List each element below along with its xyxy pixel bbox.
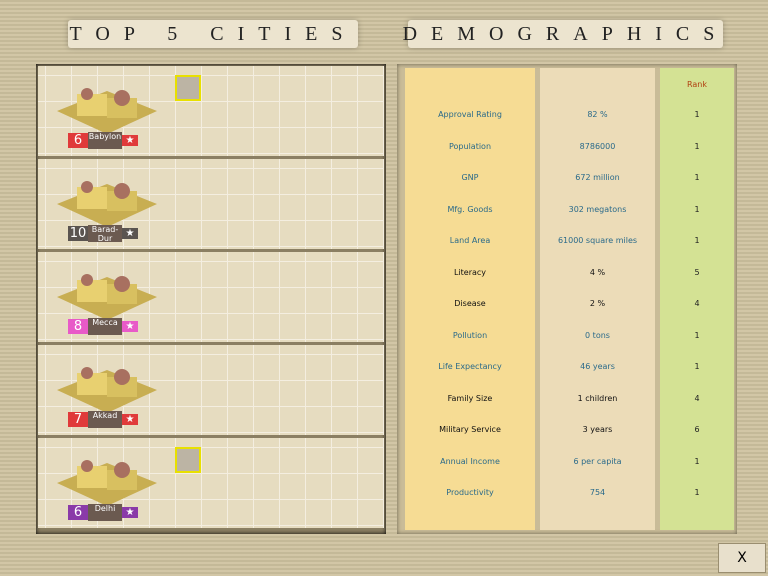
demographics-title: DEMOGRAPHICS [403, 20, 723, 48]
demographic-value: 82 % [587, 110, 608, 119]
city-image [57, 88, 157, 134]
rank-column [660, 68, 734, 530]
city-name: Akkad [88, 411, 122, 428]
demographic-row: Pollution 0 tons 1 [397, 331, 737, 345]
capital-star-icon: ★ [122, 228, 138, 239]
demographic-rank: 1 [694, 236, 700, 245]
city-image [57, 460, 157, 506]
capital-star-icon: ★ [122, 321, 138, 332]
demographics-panel: Rank Approval Rating 82 % 1 Population 87… [397, 64, 737, 534]
demographic-label: Disease [454, 299, 486, 308]
demographic-row: Productivity 754 1 [397, 488, 737, 502]
city-row[interactable]: 6 Babylon ★ [38, 66, 384, 156]
city-row[interactable]: 7 Akkad ★ [38, 345, 384, 435]
demographic-value: 1 children [577, 393, 618, 403]
demographic-row: Population 8786000 1 [397, 142, 737, 156]
demographic-rank: 5 [694, 267, 700, 277]
city-name: Mecca [88, 318, 122, 335]
demographic-label: Mfg. Goods [447, 204, 493, 214]
top-cities-title: TOP 5 CITIES [68, 20, 358, 48]
value-column [540, 68, 655, 530]
building-icon[interactable] [175, 447, 201, 473]
city-row[interactable]: 6 Delhi ★ [38, 438, 384, 528]
city-size: 7 [68, 412, 88, 427]
capital-star-icon: ★ [122, 507, 138, 518]
demographic-value: 754 [589, 488, 606, 497]
demographic-value: 0 tons [585, 330, 610, 340]
demographic-rank: 1 [694, 173, 700, 182]
capital-star-icon: ★ [122, 135, 138, 146]
city-size: 6 [68, 133, 88, 148]
demographic-value: 8786000 [579, 141, 616, 151]
demographic-label: Family Size [447, 393, 493, 403]
demographic-rank: 1 [694, 204, 700, 214]
building-icon[interactable] [175, 75, 201, 101]
city-row[interactable]: 8 Mecca ★ [38, 252, 384, 342]
city-size: 10 [68, 226, 88, 241]
demographic-label: Land Area [449, 236, 491, 245]
demographic-rank: 1 [694, 141, 700, 151]
demographic-label: Annual Income [440, 456, 500, 466]
demographic-label: GNP [461, 173, 479, 182]
demographic-value: 3 years [582, 425, 613, 434]
city-name: Babylon [88, 132, 122, 149]
demographic-row: Disease 2 % 4 [397, 299, 737, 313]
demographic-row: Land Area 61000 square miles 1 [397, 236, 737, 250]
demographic-rank: 1 [694, 110, 700, 119]
demographic-label: Military Service [439, 425, 501, 434]
demographic-label: Productivity [446, 488, 494, 497]
demographic-value: 302 megatons [568, 204, 627, 214]
city-name: Delhi [88, 504, 122, 521]
demographic-row: Literacy 4 % 5 [397, 268, 737, 282]
demographic-value: 4 % [589, 267, 606, 277]
demographic-rank: 4 [694, 299, 700, 308]
demographic-value: 2 % [589, 299, 606, 308]
demographic-value: 672 million [575, 173, 620, 182]
city-name: Barad-Dur [88, 225, 122, 243]
demographic-rank: 1 [694, 330, 700, 340]
demographic-value: 61000 square miles [557, 236, 638, 245]
demographic-rank: 6 [694, 425, 700, 434]
demographic-row: Mfg. Goods 302 megatons 1 [397, 205, 737, 219]
city-nameplate: 8 Mecca ★ [68, 318, 138, 335]
capital-star-icon: ★ [122, 414, 138, 425]
demographic-value: 46 years [580, 362, 615, 371]
city-nameplate: 10 Barad-Dur ★ [68, 225, 138, 243]
close-button[interactable]: X [718, 543, 766, 573]
demographic-label: Pollution [452, 330, 488, 340]
demographic-label: Literacy [453, 267, 487, 277]
demographic-rank: 1 [694, 362, 700, 371]
demographic-label: Approval Rating [438, 110, 502, 119]
demographic-label: Population [448, 141, 492, 151]
city-nameplate: 6 Babylon ★ [68, 132, 138, 149]
label-column [405, 68, 535, 530]
rank-header: Rank [687, 80, 707, 89]
demographic-row: Approval Rating 82 % 1 [397, 110, 737, 124]
demographic-rank: 1 [694, 456, 700, 466]
demographic-value: 6 per capita [573, 456, 622, 466]
city-image [57, 274, 157, 320]
top-cities-panel: 6 Babylon ★ 10 Barad-Dur ★ 8 Mecca ★ 7 A… [36, 64, 386, 534]
city-nameplate: 7 Akkad ★ [68, 411, 138, 428]
city-size: 6 [68, 505, 88, 520]
demographic-row: GNP 672 million 1 [397, 173, 737, 187]
city-nameplate: 6 Delhi ★ [68, 504, 138, 521]
demographic-row: Annual Income 6 per capita 1 [397, 457, 737, 471]
city-image [57, 181, 157, 227]
demographic-row: Family Size 1 children 4 [397, 394, 737, 408]
demographic-label: Life Expectancy [438, 362, 502, 371]
city-row[interactable]: 10 Barad-Dur ★ [38, 159, 384, 249]
city-size: 8 [68, 319, 88, 334]
demographic-rank: 4 [694, 393, 700, 403]
demographic-row: Life Expectancy 46 years 1 [397, 362, 737, 376]
demographic-rank: 1 [694, 488, 700, 497]
city-image [57, 367, 157, 413]
demographic-row: Military Service 3 years 6 [397, 425, 737, 439]
